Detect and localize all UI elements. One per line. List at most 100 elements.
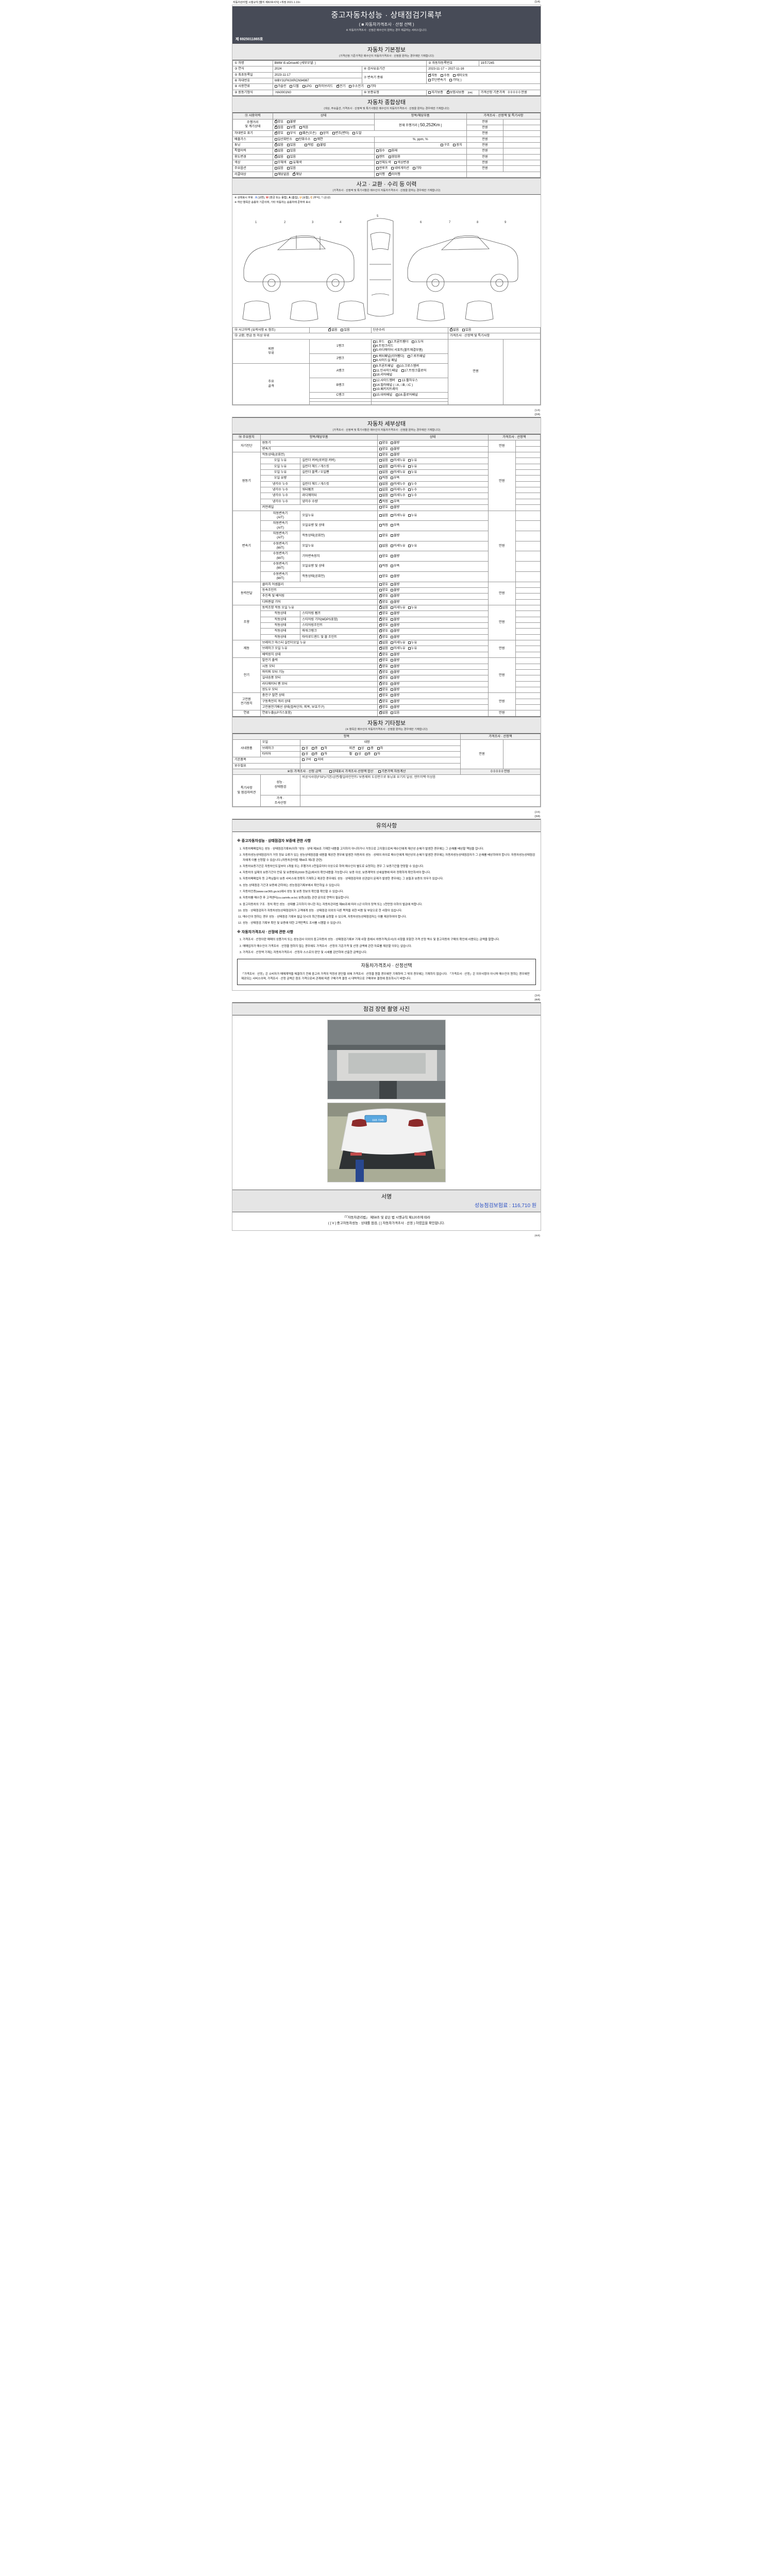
first-registration-value[interactable]: 2023-11-17 xyxy=(272,72,362,79)
detail-price-field[interactable] xyxy=(515,628,541,635)
checkbox-option-yes[interactable] xyxy=(287,167,290,170)
price-note-field[interactable] xyxy=(503,142,541,149)
checkbox-불량[interactable] xyxy=(390,653,393,656)
oil-row-content[interactable]: 내장 xyxy=(300,739,461,746)
checkbox-tuning-illegal[interactable] xyxy=(316,143,320,146)
detail-price-field[interactable] xyxy=(515,581,541,588)
checkbox-양호[interactable] xyxy=(379,635,382,638)
option-적정[interactable]: 적정 xyxy=(379,476,388,480)
checkbox-rental[interactable] xyxy=(376,155,379,158)
option-불량[interactable]: 불량 xyxy=(390,554,399,558)
vin-mark-options[interactable]: 양호 부식 훼손(오손) 상이 변조(변타) 도말 xyxy=(272,130,467,137)
vin-value[interactable]: WBY31FK0XRCN94987 xyxy=(272,78,362,84)
detail-price-field[interactable] xyxy=(515,675,541,682)
option-불량[interactable]: 불량 xyxy=(390,653,399,657)
detail-price-field[interactable] xyxy=(515,698,541,705)
checkbox-없음[interactable] xyxy=(379,482,382,485)
detail-price-field[interactable] xyxy=(515,451,541,459)
checkbox-full-repaint[interactable] xyxy=(376,161,379,164)
detail-price-field[interactable] xyxy=(515,634,541,641)
checkbox-recall-done[interactable] xyxy=(376,173,379,176)
checkbox-미세누유[interactable] xyxy=(390,459,393,462)
detail-price-field[interactable] xyxy=(515,622,541,629)
option-불량[interactable]: 불량 xyxy=(390,682,399,686)
detail-price-field[interactable] xyxy=(515,587,541,594)
option-양호[interactable]: 양호 xyxy=(379,441,388,445)
option-양호[interactable]: 양호 xyxy=(379,688,388,692)
option-없음[interactable]: 없음 xyxy=(379,544,388,548)
detail-price-field[interactable] xyxy=(515,710,541,717)
option-미세누유[interactable]: 미세누유 xyxy=(390,470,406,474)
main-options-items[interactable]: 썬루프 네비게이션 기타 xyxy=(374,165,467,172)
option-부족[interactable]: 부족 xyxy=(390,476,399,480)
option-누유[interactable]: 누유 xyxy=(408,459,417,463)
option-불량[interactable]: 불량 xyxy=(390,600,399,604)
option-있음[interactable]: 있음 xyxy=(390,711,399,715)
price-notes-value[interactable] xyxy=(300,795,541,807)
detail-price-field[interactable] xyxy=(515,504,541,511)
checkbox-hybrid[interactable] xyxy=(315,85,318,88)
checkbox-auto[interactable] xyxy=(428,74,431,77)
option-누유[interactable]: 누유 xyxy=(408,544,417,548)
detail-price-field[interactable] xyxy=(515,571,541,582)
checkbox-tuning-yes[interactable] xyxy=(287,143,290,146)
checkbox-양호[interactable] xyxy=(379,658,382,662)
option-양호[interactable]: 양호 xyxy=(379,664,388,669)
option-미세누수[interactable]: 미세누수 xyxy=(390,488,406,492)
checkbox-불량[interactable] xyxy=(390,700,393,703)
detail-price-field[interactable] xyxy=(515,599,541,605)
checkbox-양호[interactable] xyxy=(379,612,382,615)
option-양호[interactable]: 양호 xyxy=(379,612,388,616)
option-없음[interactable]: 없음 xyxy=(379,605,388,610)
option-누유[interactable]: 누유 xyxy=(408,641,417,645)
option-없음[interactable]: 없음 xyxy=(379,641,388,645)
option-양호[interactable]: 양호 xyxy=(379,588,388,592)
option-불량[interactable]: 불량 xyxy=(390,629,399,633)
usage-change-items[interactable]: 렌트 영업용 xyxy=(374,154,467,161)
detail-price-field[interactable] xyxy=(515,510,541,521)
detail-price-field[interactable] xyxy=(515,669,541,676)
detail-price-field[interactable] xyxy=(515,692,541,699)
checkbox-special-none[interactable] xyxy=(274,149,277,152)
checkbox-recall-not-done[interactable] xyxy=(388,172,391,176)
checkbox-양호[interactable] xyxy=(379,453,382,456)
vehicle-damage-diagram[interactable]: 1 2 3 4 5 6 7 8 9 xyxy=(232,206,541,327)
option-불량[interactable]: 불량 xyxy=(390,441,399,445)
checkbox-불량[interactable] xyxy=(390,706,393,709)
checkbox-wheel-low[interactable] xyxy=(374,752,377,755)
checkbox-누유[interactable] xyxy=(408,470,411,473)
option-불량[interactable]: 불량 xyxy=(390,505,399,510)
detail-price-field[interactable] xyxy=(515,651,541,658)
option-불량[interactable]: 불량 xyxy=(390,534,399,538)
checkbox-양호[interactable] xyxy=(379,600,382,603)
checkbox-적정[interactable] xyxy=(379,499,382,503)
option-미세누유[interactable]: 미세누유 xyxy=(390,514,406,518)
option-불량[interactable]: 불량 xyxy=(390,618,399,622)
checkbox-brake-mid[interactable] xyxy=(311,747,314,750)
checkbox-accident-yes[interactable] xyxy=(341,328,344,331)
checkbox-불량[interactable] xyxy=(390,600,393,603)
detail-price-field[interactable] xyxy=(515,551,541,562)
checkbox-양호[interactable] xyxy=(379,682,382,685)
checkbox-sunroof[interactable] xyxy=(376,167,379,170)
warranty-type-cell[interactable]: ⑩ 보증유형 xyxy=(361,89,427,96)
option-불량[interactable]: 불량 xyxy=(390,676,399,680)
checkbox-미세누유[interactable] xyxy=(390,641,393,645)
checkbox-part-19[interactable] xyxy=(373,388,376,391)
option-양호[interactable]: 양호 xyxy=(379,447,388,451)
model-year-value[interactable]: 2024 xyxy=(272,66,362,73)
special-history-items[interactable]: 침수 화재 xyxy=(374,148,467,155)
checkbox-exterior-high[interactable] xyxy=(358,747,361,750)
option-미세누유[interactable]: 미세누유 xyxy=(390,606,406,610)
